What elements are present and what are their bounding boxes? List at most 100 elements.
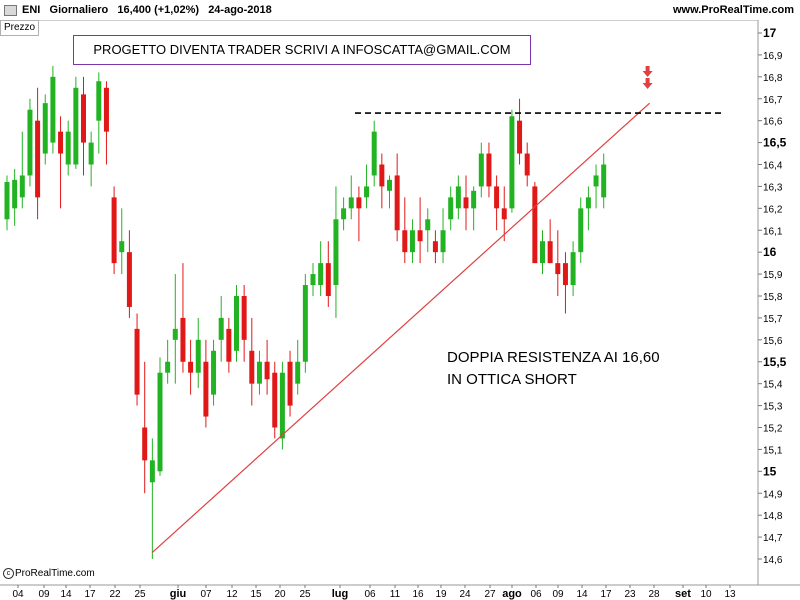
candle-body: [348, 197, 354, 209]
x-tick-label: 25: [299, 589, 311, 600]
y-tick-label: 16,2: [763, 204, 783, 215]
candle-body: [486, 153, 492, 187]
y-tick-label: 16,8: [763, 73, 783, 84]
copyright-text: ProRealTime.com: [15, 568, 95, 580]
candle-body: [540, 241, 545, 264]
candles: [4, 65, 607, 559]
candle-body: [371, 131, 377, 176]
candle-body: [524, 153, 530, 176]
y-tick-label: 16,6: [763, 117, 783, 128]
candle-body: [12, 179, 18, 209]
y-tick-label: 16,9: [763, 51, 783, 62]
candle-body: [256, 361, 262, 384]
candle-body: [88, 142, 94, 165]
candle-body: [570, 252, 576, 286]
x-tick-label: 15: [250, 589, 262, 600]
instrument-info: ENI Giornaliero 16,400 (+1,02%) 24-ago-2…: [22, 0, 272, 20]
candle-body: [394, 175, 400, 231]
y-tick-label: 14,7: [763, 533, 783, 544]
candle-body: [471, 190, 477, 209]
candle-body: [417, 230, 423, 242]
down-arrow-shaft: [645, 78, 650, 83]
candle-body: [578, 208, 584, 253]
annotation-line-2: IN OTTICA SHORT: [447, 371, 577, 388]
annotation-line-1: DOPPIA RESISTENZA AI 16,60: [447, 349, 660, 366]
candle-body: [211, 350, 217, 395]
candle-body: [126, 252, 132, 307]
copyright-icon: c: [3, 568, 14, 579]
down-arrow-head: [642, 83, 653, 89]
x-tick-label: 22: [109, 589, 121, 600]
x-tick-label: lug: [332, 588, 349, 600]
candle-body: [601, 164, 607, 198]
y-tick-label: 15,6: [763, 336, 783, 347]
x-tick-label: 09: [38, 589, 50, 600]
x-tick-label: 17: [84, 589, 96, 600]
candle-body: [555, 263, 561, 275]
y-tick-label: 15,2: [763, 424, 783, 435]
y-tick-label: 14,9: [763, 489, 783, 500]
down-arrow-icon: [642, 66, 653, 77]
candle-body: [409, 230, 415, 253]
x-tick-label: 28: [648, 589, 660, 600]
candle-body: [241, 296, 247, 340]
candle-body: [302, 285, 308, 362]
x-tick-label: 09: [552, 589, 564, 600]
candle-body: [172, 328, 178, 340]
candle-body: [364, 186, 370, 198]
candle-body: [279, 372, 285, 439]
down-arrow-head: [642, 71, 653, 77]
candle-body: [134, 328, 140, 395]
candle-body: [341, 208, 347, 220]
x-tick-label: 16: [412, 589, 424, 600]
candle-body: [119, 241, 125, 253]
candle-body: [432, 241, 438, 253]
y-tick-label: 15,1: [763, 445, 783, 456]
x-tick-label: set: [675, 588, 691, 600]
candle-body: [440, 230, 446, 253]
candle-body: [203, 361, 209, 417]
candle-body: [272, 372, 278, 428]
candle-body: [517, 120, 523, 154]
instrument-icon: [4, 5, 17, 16]
candle-body: [356, 197, 362, 209]
x-tick-label: 19: [435, 589, 447, 600]
x-tick-label: ago: [502, 588, 522, 600]
candle-body: [73, 87, 79, 165]
down-arrow-icon: [642, 78, 653, 89]
copyright: c ProRealTime.com: [3, 568, 95, 580]
candle-body: [287, 361, 293, 406]
candle-body: [494, 186, 500, 209]
candle-body: [65, 131, 71, 165]
candle-body: [4, 182, 10, 220]
site-link[interactable]: www.ProRealTime.com: [672, 4, 794, 16]
candle-body: [103, 87, 109, 132]
candle-body: [425, 219, 431, 231]
candle-body: [58, 131, 64, 154]
y-tick-label: 15: [763, 464, 777, 478]
y-tick-label: 15,4: [763, 380, 783, 391]
y-tick-label: 16: [763, 245, 777, 259]
annotation-text: DOPPIA RESISTENZA AI 16,60 IN OTTICA SHO…: [447, 347, 707, 391]
x-tick-label: 20: [274, 589, 286, 600]
candle-body: [27, 109, 33, 176]
y-tick-label: 16,7: [763, 95, 783, 106]
candle-body: [142, 427, 148, 461]
chart-header: ENI Giornaliero 16,400 (+1,02%) 24-ago-2…: [0, 0, 800, 21]
x-tick-label: 23: [624, 589, 636, 600]
candle-body: [310, 274, 316, 286]
candle-body: [547, 241, 553, 264]
candle-body: [325, 263, 331, 296]
candle-body: [195, 339, 201, 373]
x-tick-label: 17: [600, 589, 612, 600]
y-axis-panel: [758, 20, 800, 585]
candle-body: [264, 361, 270, 380]
x-tick-label: giu: [170, 588, 187, 600]
candle-body: [81, 94, 86, 143]
y-tick-label: 16,1: [763, 226, 783, 237]
candle-body: [157, 372, 163, 472]
candle-body: [249, 350, 255, 384]
y-tick-label: 17: [763, 26, 777, 40]
y-tick-label: 14,8: [763, 511, 783, 522]
